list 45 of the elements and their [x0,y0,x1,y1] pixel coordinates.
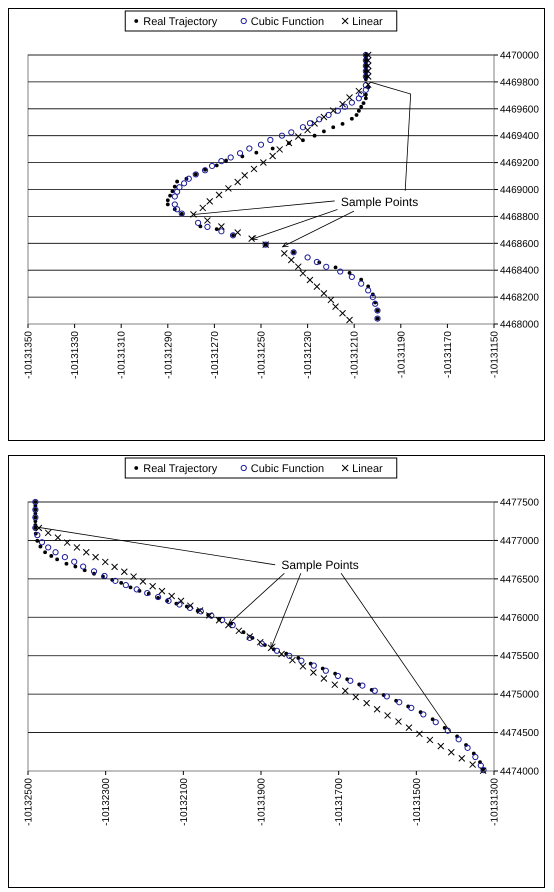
x-tick-label: -10131290 [163,330,174,379]
legend-label: Real Trajectory [143,463,218,475]
x-tick-label: -10131330 [70,330,82,379]
x-tick-label: -10131700 [334,778,346,826]
y-tick-label: 4469800 [500,77,540,88]
legend-label: Linear [352,16,384,28]
y-tick-label: 4469600 [500,104,540,116]
x-tick-label: -10131310 [116,330,128,379]
y-tick-label: 4469400 [500,131,540,142]
y-tick-label: 4469200 [500,158,540,170]
legend-label: Cubic Function [250,16,324,28]
y-tick-label: 4474500 [500,728,540,740]
legend-label: Real Trajectory [143,16,218,28]
x-tick-label: -10132300 [101,778,112,826]
x-tick-label: -10131150 [490,330,500,378]
y-tick-label: 4468600 [500,238,540,250]
y-tick-label: 4468800 [500,212,540,223]
y-tick-label: 4476000 [500,612,540,624]
y-tick-label: 4474000 [500,766,540,778]
x-tick-label: -10131210 [350,330,361,379]
x-tick-label: -10131190 [396,330,408,378]
y-tick-label: 4469000 [500,185,540,196]
y-tick-label: 4475500 [500,651,540,662]
x-tick-label: -10131350 [24,330,34,379]
y-tick-label: 4475000 [500,690,540,701]
y-tick-label: 4468000 [500,320,540,330]
y-tick-label: 4468400 [500,266,540,277]
x-tick-label: -10131230 [303,330,314,379]
y-tick-label: 4470000 [500,50,540,62]
x-tick-label: -10131170 [442,330,454,378]
annotation: Sample Points [281,558,359,572]
legend-label: Cubic Function [250,463,324,475]
x-tick-label: -10132500 [24,778,34,826]
x-tick-label: -10131270 [210,330,221,379]
x-tick-label: -10131500 [412,778,423,826]
x-tick-label: -10131300 [490,778,500,826]
x-tick-label: -10132100 [178,778,190,826]
y-tick-label: 4476500 [500,574,540,586]
annotation: Sample Points [340,194,418,209]
x-tick-label: -10131900 [256,778,268,826]
x-tick-label: -10131250 [256,330,268,379]
y-tick-label: 4477000 [500,536,540,547]
legend-label: Linear [352,463,384,475]
y-tick-label: 4468200 [500,292,540,304]
y-tick-label: 4477500 [500,498,540,508]
